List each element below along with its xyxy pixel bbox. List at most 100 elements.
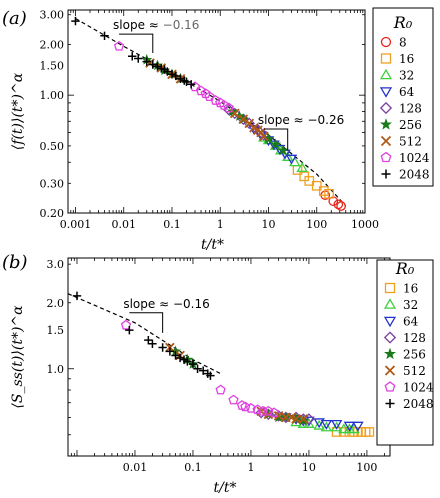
legend-label: 32: [403, 298, 418, 312]
fit-line: [75, 17, 347, 207]
panel-label-a: (a): [2, 8, 27, 29]
data-point: [215, 384, 226, 395]
y-tick-label: 1.00: [40, 89, 65, 102]
legend-marker: [380, 151, 392, 163]
legend-label: 512: [399, 135, 422, 149]
legend-marker: [380, 53, 392, 64]
series-2048: [71, 16, 196, 89]
data-point: [113, 40, 125, 51]
slope-triangle: [119, 33, 154, 54]
legend-marker: [384, 282, 396, 294]
data-point: [171, 71, 181, 81]
plot-frame: [67, 257, 391, 457]
data-point: [72, 291, 82, 301]
y-tick-label: 0.50: [40, 140, 65, 153]
data-point: [338, 423, 350, 434]
x-tick-label: 1: [247, 461, 254, 474]
series-256: [169, 345, 309, 426]
x-tick-label: 1: [217, 218, 224, 231]
legend-label: 64: [399, 85, 415, 99]
x-tick-label: 100: [356, 461, 377, 474]
slope-annotation-prefix: slope ≈: [123, 297, 173, 311]
chart-panel-a: 0.001 0.01 0.1 1 10 100 1000 3.00 2.00 1.50 1.00 0.…: [10, 7, 434, 253]
y-tick-label: 3.0: [47, 258, 65, 271]
data-point: [277, 144, 289, 156]
data-point: [336, 201, 346, 211]
data-point: [324, 188, 334, 199]
legend-label: 256: [403, 348, 426, 362]
legend-label: 128: [399, 102, 422, 116]
data-point: [330, 421, 343, 432]
y-tick-label: 2.00: [40, 38, 65, 51]
slope-annotation-prefix: slope ≈: [113, 18, 163, 32]
data-point: [285, 154, 298, 165]
data-point: [167, 70, 177, 79]
data-point: [269, 138, 282, 150]
slope-annotation-prefix: slope ≈: [258, 113, 308, 127]
legend-label: 1024: [403, 381, 434, 395]
data-point: [183, 357, 192, 366]
data-point: [291, 414, 301, 424]
data-point: [330, 419, 343, 430]
fit-line: [68, 293, 221, 375]
data-point: [258, 131, 269, 142]
data-point: [163, 67, 172, 76]
legend-label: 256: [399, 118, 422, 132]
data-point: [195, 85, 207, 96]
data-point: [148, 339, 157, 348]
data-point: [364, 427, 375, 437]
data-point: [223, 102, 234, 113]
x-tick-label: 0.01: [111, 218, 136, 231]
data-point: [273, 410, 284, 421]
x-tick-label: 100: [306, 218, 327, 231]
data-point: [176, 74, 185, 84]
panel-label-b: (b): [2, 252, 28, 273]
data-point: [171, 351, 180, 360]
data-point: [245, 402, 257, 413]
legend-marker: [379, 68, 393, 80]
slope-triangle: [129, 312, 164, 333]
series-1024: [120, 319, 280, 418]
slope-annotation-value: −0.16: [163, 18, 200, 32]
y-axis-label: ⟨S_ss(t)⟩(t*)^α: [10, 305, 26, 409]
data-point: [153, 62, 162, 71]
slope-annotation: slope ≈ −0.16: [113, 18, 199, 32]
legend-label: 128: [403, 331, 426, 345]
legend-label: 8: [399, 36, 407, 50]
slope-annotation: slope ≈ −0.26: [258, 113, 344, 127]
data-point: [148, 60, 157, 69]
legend-marker: [384, 381, 396, 392]
data-layer: [71, 16, 347, 211]
y-tick-label: 1.50: [40, 59, 65, 72]
legend-marker: [381, 169, 391, 179]
legend-marker: [379, 87, 393, 98]
x-tick-label: 10: [261, 218, 275, 231]
slope-annotation: slope ≈ −0.16: [123, 297, 209, 311]
data-point: [298, 414, 309, 424]
data-point: [134, 54, 143, 63]
x-axis-label: t/t*: [214, 480, 237, 496]
legend-label: 512: [403, 364, 426, 378]
x-tick-label: 0.001: [60, 218, 92, 231]
data-point: [165, 347, 175, 356]
x-tick-label: 1000: [351, 218, 379, 231]
legend-title: R₀: [395, 259, 415, 278]
data-point: [158, 343, 167, 352]
data-point: [182, 77, 191, 87]
legend-box: [372, 7, 434, 187]
legend-marker: [380, 118, 392, 130]
data-point: [193, 364, 202, 373]
slope-annotation-value: −0.16: [173, 297, 210, 311]
legend-marker: [380, 135, 392, 147]
data-point: [228, 394, 239, 405]
data-point: [238, 114, 249, 125]
legend-label: 16: [399, 52, 414, 66]
x-tick-label: 0.1: [184, 461, 202, 474]
legend: R₀ 16 32 64 128 256 512 1024 2048: [376, 259, 434, 446]
data-point: [144, 335, 153, 345]
data-point: [268, 407, 280, 418]
legend-marker: [383, 298, 397, 309]
data-point: [313, 418, 325, 429]
data-point: [128, 52, 137, 61]
legend-marker: [384, 347, 396, 360]
